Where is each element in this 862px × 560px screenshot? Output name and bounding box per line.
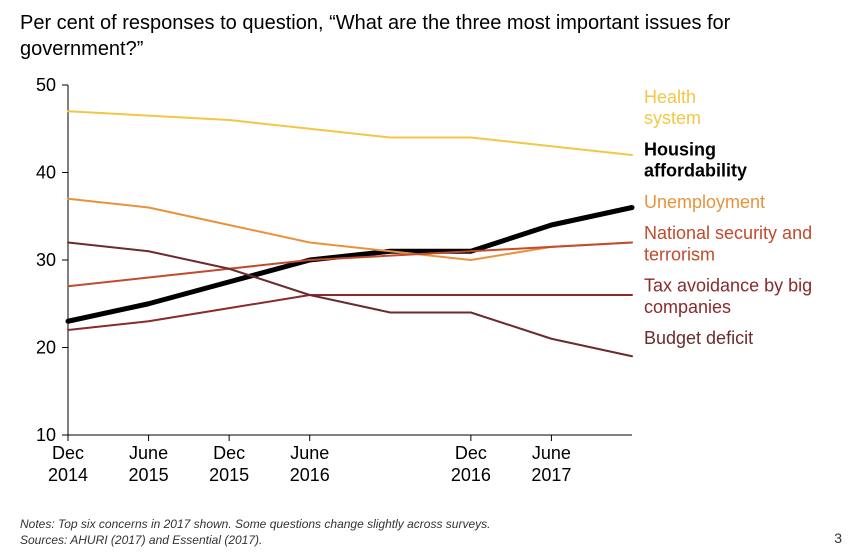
legend-health-line0: Health: [644, 87, 696, 107]
legend-budget-line0: Budget deficit: [644, 328, 753, 348]
series-health: [68, 111, 632, 155]
footnote-notes: Notes: Top six concerns in 2017 shown. S…: [20, 516, 490, 532]
chart-container: 1020304050Dec2014June2015Dec2015June2016…: [20, 75, 842, 495]
x-tick-top-3: June: [290, 443, 329, 463]
legend-housing-line0: Housing: [644, 139, 716, 159]
x-tick-top-5: Dec: [455, 443, 487, 463]
y-tick-30: 30: [36, 250, 56, 270]
chart-title: Per cent of responses to question, “What…: [20, 10, 800, 62]
legend-security-line1: terrorism: [644, 244, 715, 264]
legend-housing: Housingaffordability: [644, 139, 747, 180]
x-tick-bot-1: 2015: [129, 465, 169, 485]
legend-security-line0: National security and: [644, 223, 812, 243]
x-tick-bot-5: 2016: [451, 465, 491, 485]
y-tick-50: 50: [36, 75, 56, 95]
y-tick-10: 10: [36, 425, 56, 445]
x-tick-bot-2: 2015: [209, 465, 249, 485]
series-budget: [68, 243, 632, 357]
series-security: [68, 243, 632, 287]
legend-tax-line0: Tax avoidance by big: [644, 276, 812, 296]
footnotes: Notes: Top six concerns in 2017 shown. S…: [20, 516, 490, 548]
footnote-sources: Sources: AHURI (2017) and Essential (201…: [20, 532, 490, 548]
x-tick-top-2: Dec: [213, 443, 245, 463]
legend-tax: Tax avoidance by bigcompanies: [644, 276, 812, 317]
x-tick-bot-3: 2016: [290, 465, 330, 485]
series-unemployment: [68, 199, 632, 260]
legend-security: National security andterrorism: [644, 223, 812, 264]
y-tick-20: 20: [36, 338, 56, 358]
legend-unemployment: Unemployment: [644, 192, 765, 212]
line-chart: 1020304050Dec2014June2015Dec2015June2016…: [20, 75, 842, 495]
legend-health: Healthsystem: [644, 87, 701, 128]
legend-budget: Budget deficit: [644, 328, 753, 348]
x-tick-top-0: Dec: [52, 443, 84, 463]
legend-health-line1: system: [644, 108, 701, 128]
x-tick-top-6: June: [532, 443, 571, 463]
legend-tax-line1: companies: [644, 297, 731, 317]
legend-unemployment-line0: Unemployment: [644, 192, 765, 212]
y-tick-40: 40: [36, 163, 56, 183]
x-tick-bot-0: 2014: [48, 465, 88, 485]
x-tick-top-1: June: [129, 443, 168, 463]
x-tick-bot-6: 2017: [531, 465, 571, 485]
legend-housing-line1: affordability: [644, 161, 747, 181]
page-number: 3: [834, 530, 842, 546]
